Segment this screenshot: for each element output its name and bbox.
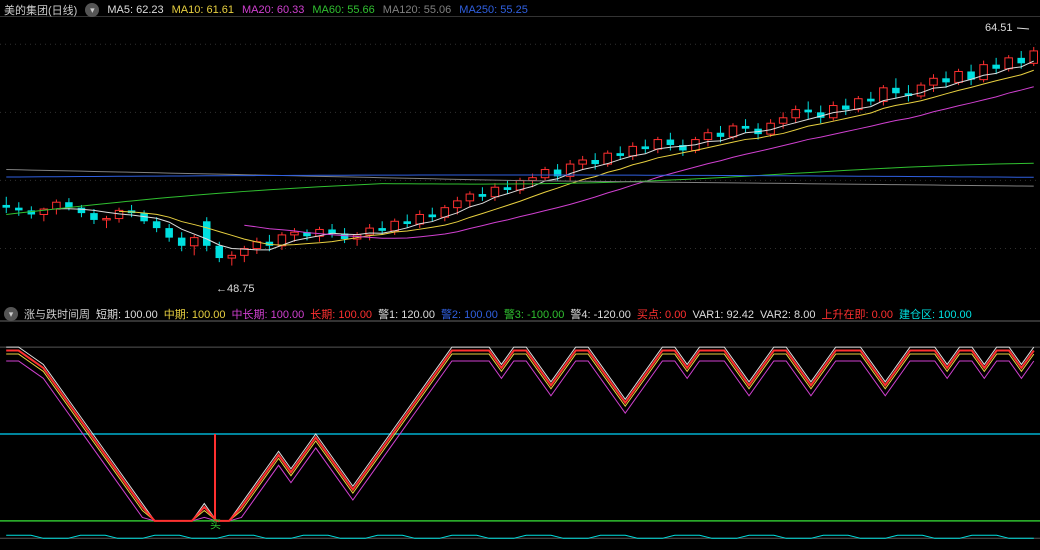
indicator-value: 警1: 120.00 [378,309,435,321]
ma120-label: MA120: 55.06 [383,4,452,16]
svg-text:64.51: 64.51 [985,22,1013,34]
indicator-value: 短期: 100.00 [96,309,158,321]
indicator-value: 警3: -100.00 [504,309,565,321]
sub-chart-header: ▾ 涨与跌时间周 短期: 100.00 中期: 100.00 中长期: 100.00… [4,306,978,322]
indicator-value: 警4: -120.00 [570,309,631,321]
indicator-value: 长期: 100.00 [310,309,372,321]
main-chart-header: 美的集团(日线) ▾ MA5: 62.23 MA10: 61.61 MA20: … [4,2,528,18]
ma60-label: MA60: 55.66 [312,4,374,16]
indicator-title: 涨与跌时间周 [24,306,90,322]
indicator-value: 警2: 100.00 [441,309,498,321]
indicator-value: 上升在即: 0.00 [821,309,893,321]
indicator-value: 买点: 0.00 [637,309,687,321]
main-candlestick-chart[interactable]: 64.51 ←48.75 [0,16,1040,302]
chevron-down-icon[interactable]: ▾ [85,3,99,17]
indicator-value: 建仓区: 100.00 [899,309,972,321]
ma5-label: MA5: 62.23 [107,4,163,16]
indicator-value: 中期: 100.00 [164,309,226,321]
svg-text:←48.75: ←48.75 [216,283,255,295]
indicator-value: 中长期: 100.00 [232,309,305,321]
stock-title: 美的集团(日线) [4,2,77,18]
ma250-label: MA250: 55.25 [459,4,528,16]
svg-text:买: 买 [210,518,221,531]
ma20-label: MA20: 60.33 [242,4,304,16]
chevron-down-icon[interactable]: ▾ [4,307,18,321]
sub-indicator-chart[interactable]: 买 [0,320,1040,546]
ma10-label: MA10: 61.61 [172,4,234,16]
indicator-value: VAR2: 8.00 [760,309,815,321]
indicator-value: VAR1: 92.42 [692,309,754,321]
